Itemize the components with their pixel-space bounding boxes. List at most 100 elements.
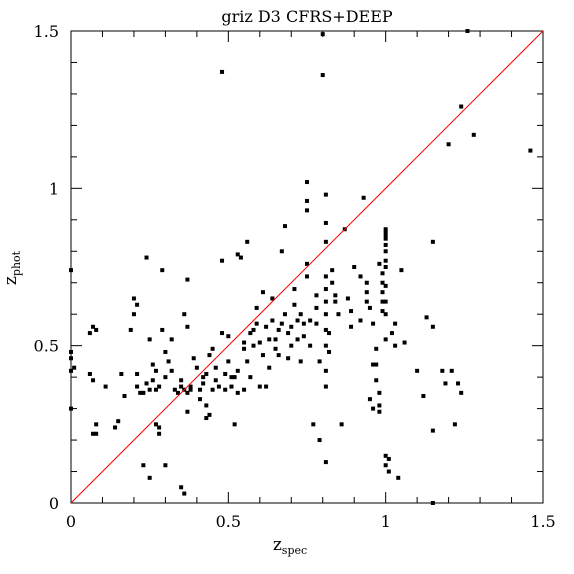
x-axis-label-main: z (273, 535, 282, 555)
data-point (163, 349, 168, 354)
data-point (298, 359, 303, 364)
data-point (295, 318, 300, 323)
data-point (232, 375, 237, 380)
data-point (380, 280, 385, 285)
data-point (94, 431, 99, 436)
data-point (213, 378, 218, 383)
data-point (210, 387, 215, 392)
data-point (185, 409, 190, 414)
data-point (323, 192, 328, 197)
data-point (415, 368, 420, 373)
data-point (213, 365, 218, 370)
data-point (402, 340, 407, 345)
data-point (254, 321, 259, 326)
data-point (317, 359, 322, 364)
data-point (314, 321, 319, 326)
data-point (153, 422, 158, 427)
data-point (238, 255, 243, 260)
data-point (235, 368, 240, 373)
data-point (138, 390, 143, 395)
data-point (210, 346, 215, 351)
data-point (157, 431, 162, 436)
data-point (69, 406, 73, 411)
data-point (383, 233, 388, 238)
chart-title: griz D3 CFRS+DEEP (221, 7, 393, 26)
data-point (257, 340, 262, 345)
data-point (289, 324, 294, 329)
data-point (377, 261, 382, 266)
data-point (220, 69, 225, 74)
data-point (113, 425, 118, 430)
data-point (245, 359, 250, 364)
data-point (361, 195, 366, 200)
data-point (399, 268, 404, 273)
data-point (153, 387, 158, 392)
data-point (323, 327, 328, 332)
data-point (223, 371, 228, 376)
data-point (226, 334, 231, 339)
data-point (383, 453, 388, 458)
data-point (320, 32, 325, 37)
data-point (276, 353, 281, 358)
data-point (330, 268, 335, 273)
data-point (380, 271, 385, 276)
data-point (339, 422, 344, 427)
data-point (289, 343, 294, 348)
data-point (160, 268, 165, 273)
data-point (358, 318, 363, 323)
x-tick-label: 0.5 (216, 512, 241, 531)
data-point (264, 324, 269, 329)
data-point (220, 258, 225, 263)
data-point (235, 390, 240, 395)
data-point (374, 362, 379, 367)
data-point (185, 277, 190, 282)
data-point (198, 397, 203, 402)
data-point (383, 249, 388, 254)
data-point (191, 356, 196, 361)
data-point (69, 349, 73, 354)
data-point (349, 324, 354, 329)
data-point (169, 368, 174, 373)
data-point (179, 485, 184, 490)
data-point (147, 475, 152, 480)
data-point (430, 501, 435, 505)
data-point (135, 371, 140, 376)
data-point (163, 375, 168, 380)
data-point (323, 239, 328, 244)
data-point (383, 312, 388, 317)
data-point (204, 371, 209, 376)
data-point (188, 384, 193, 389)
data-point (323, 343, 328, 348)
data-point (292, 302, 297, 307)
data-point (248, 331, 253, 336)
data-point (345, 296, 350, 301)
data-point (374, 378, 379, 383)
data-point (371, 362, 376, 367)
data-point (430, 324, 435, 329)
data-point (175, 390, 180, 395)
x-tick-label: 1 (381, 512, 391, 531)
data-point (333, 299, 338, 304)
data-point (242, 346, 247, 351)
data-point (141, 390, 146, 395)
data-point (377, 403, 382, 408)
data-point (292, 287, 297, 292)
data-point (449, 368, 454, 373)
data-point (443, 381, 448, 386)
data-point (386, 456, 391, 461)
data-point (260, 353, 265, 358)
data-point (327, 331, 332, 336)
data-point (298, 312, 303, 317)
data-point (91, 431, 96, 436)
data-point (144, 381, 149, 386)
data-point (377, 409, 382, 414)
data-point (267, 365, 272, 370)
data-point (147, 387, 152, 392)
data-point (270, 296, 275, 301)
data-point (69, 368, 73, 373)
data-point (305, 208, 309, 213)
data-point (371, 406, 376, 411)
data-point (320, 73, 325, 78)
data-point (286, 331, 291, 336)
data-point (182, 491, 187, 496)
